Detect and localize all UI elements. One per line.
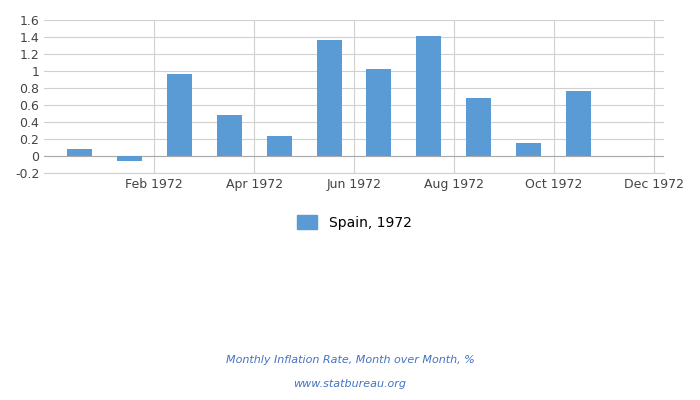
Bar [66, 150, 92, 156]
Bar [367, 68, 391, 156]
Bar [517, 143, 541, 156]
Text: Monthly Inflation Rate, Month over Month, %: Monthly Inflation Rate, Month over Month… [225, 355, 475, 365]
Bar [566, 91, 592, 156]
Bar [216, 114, 242, 156]
Bar [316, 40, 342, 156]
Text: www.statbureau.org: www.statbureau.org [293, 379, 407, 389]
Bar [267, 136, 291, 156]
Legend: Spain, 1972: Spain, 1972 [291, 210, 417, 236]
Bar [167, 74, 192, 156]
Bar [416, 36, 442, 156]
Bar [466, 98, 491, 156]
Bar [117, 156, 141, 162]
